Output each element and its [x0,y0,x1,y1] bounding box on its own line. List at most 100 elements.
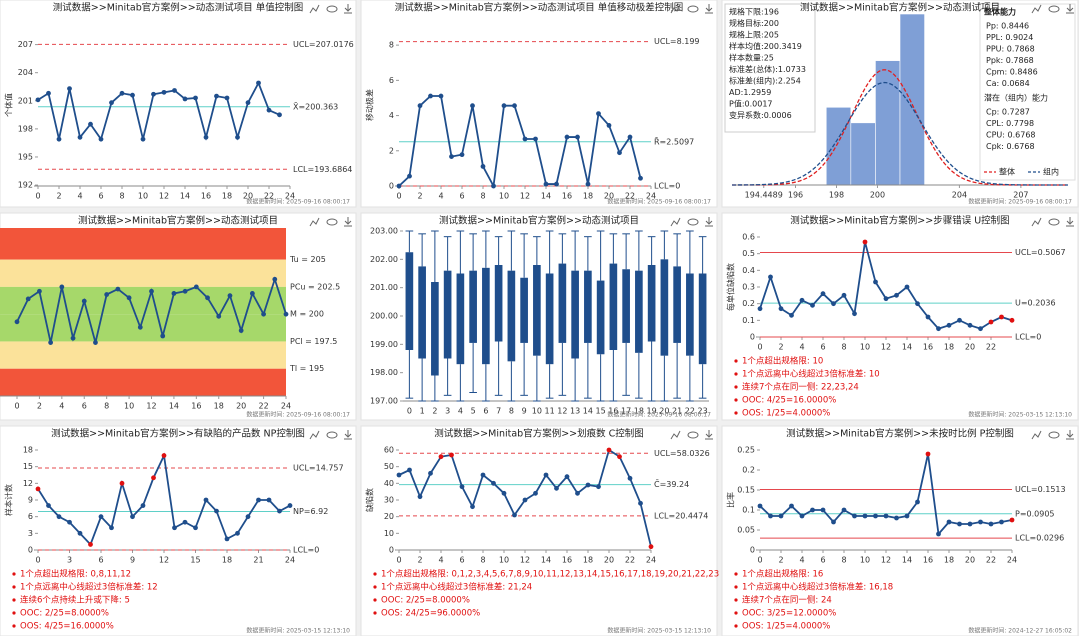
y-tick-label: 12 [23,479,33,488]
box [533,265,541,356]
note: 连续7个点在同一侧: 22,23,24 [742,382,859,393]
series-line [37,80,280,142]
legend-label: 整体 [999,167,1015,177]
download-icon[interactable] [705,4,713,14]
y-tick-label: 0.1 [742,316,755,325]
footer: 数据更新时间: 2025-09-16 08:00:17 [246,198,350,206]
view-icon[interactable] [687,218,699,226]
normal-curve [731,81,1069,186]
y-tick-label: 199.00 [370,340,398,349]
data-point [627,475,633,481]
data-point [172,88,177,93]
data-point [564,474,570,480]
download-icon[interactable] [705,430,713,440]
y-tick-label: 200.00 [370,312,398,321]
x-tick-label: 17 [621,407,631,416]
limit-label: UCL=0.5067 [1015,248,1066,257]
x-tick-label: 14 [583,407,593,416]
data-point [648,544,654,550]
download-icon[interactable] [705,217,713,227]
x-tick-label: 23 [698,407,708,416]
capability-line: CPU: 0.6768 [986,131,1036,140]
data-point [831,519,836,525]
y-tick-label: 60 [384,446,394,455]
view-icon[interactable] [1048,431,1060,439]
data-point [638,500,643,506]
data-point [245,514,251,520]
view-icon[interactable] [1048,218,1060,226]
x-tick-label: 22 [986,343,996,352]
download-icon[interactable] [344,430,352,440]
data-point [203,134,209,140]
chart-title: 测试数据>>Minitab官方案例>>有缺陷的产品数 NP控制图 [51,428,305,440]
limit-label: LCL=0 [1015,333,1041,342]
data-point [35,486,41,492]
capability-line: PPL: 0.9024 [986,33,1033,42]
chart-icon[interactable] [670,4,681,14]
data-point [617,150,622,156]
data-point [596,484,601,490]
chart-icon[interactable] [309,430,320,440]
stat-line: 样本均值:200.3419 [729,41,802,51]
view-icon[interactable] [687,5,699,13]
chart-icon[interactable] [309,4,320,14]
panel-background [721,212,1079,421]
x-tick-label: 4 [438,192,443,201]
data-point [757,503,763,509]
capability-line: Cp: 0.7287 [986,108,1030,117]
data-point [606,447,612,453]
download-icon[interactable] [344,217,352,227]
x-tick-label: 14 [541,192,551,201]
data-point [287,503,293,508]
x-tick-label: 4 [77,192,82,201]
view-icon[interactable] [687,431,699,439]
view-icon[interactable] [1048,5,1060,13]
download-icon[interactable] [1066,430,1074,440]
download-icon[interactable] [344,4,352,14]
chart-icon[interactable] [1031,217,1042,227]
data-point [585,181,591,187]
data-point [873,279,878,285]
x-tick-label: 22 [258,402,268,411]
data-point [512,512,517,518]
data-point [277,112,282,118]
footer: 数据更新时间: 2025-09-16 08:00:17 [607,411,711,419]
note: 1个点远离中心线超过3倍标准差: 21,24 [381,582,532,593]
view-icon[interactable] [326,431,338,439]
view-icon[interactable] [326,5,338,13]
y-tick-label: 9 [28,496,33,505]
data-point [428,470,433,476]
chart-icon[interactable] [1031,4,1042,14]
x-tick-label: 0 [757,556,762,565]
data-point [768,513,773,519]
data-point [501,103,507,109]
download-icon[interactable] [1066,4,1074,14]
chart-icon[interactable] [1031,430,1042,440]
note: OOS: 24/25=96.0000% [381,609,480,619]
y-tick-label: 0 [750,546,755,555]
view-icon[interactable] [326,218,338,226]
data-point [88,542,93,547]
chart-icon[interactable] [309,217,320,227]
note: 连续7个点在同一侧: 24 [742,595,832,606]
y-axis-label: 比率 [726,492,736,508]
y-tick-label: 0.05 [737,526,755,535]
box [596,280,605,355]
chart-icon[interactable] [670,430,681,440]
footer: 数据更新时间: 2025-03-15 12:13:10 [246,627,350,635]
download-icon[interactable] [1066,217,1074,227]
x-tick-label: 5 [471,407,476,416]
limit-label: P=0.0905 [1015,509,1055,518]
x-tick-label: 4 [59,402,64,411]
note-bullet [734,611,738,615]
x-tick-label: 10 [860,556,870,565]
data-point [214,508,219,514]
x-tick-label: 10 [499,192,509,201]
chart-icon[interactable] [670,217,681,227]
data-point [957,521,962,527]
box [571,270,579,359]
data-point [193,95,198,101]
x-tick-label: 20 [659,407,669,416]
x-tick-label: 21 [253,556,263,565]
